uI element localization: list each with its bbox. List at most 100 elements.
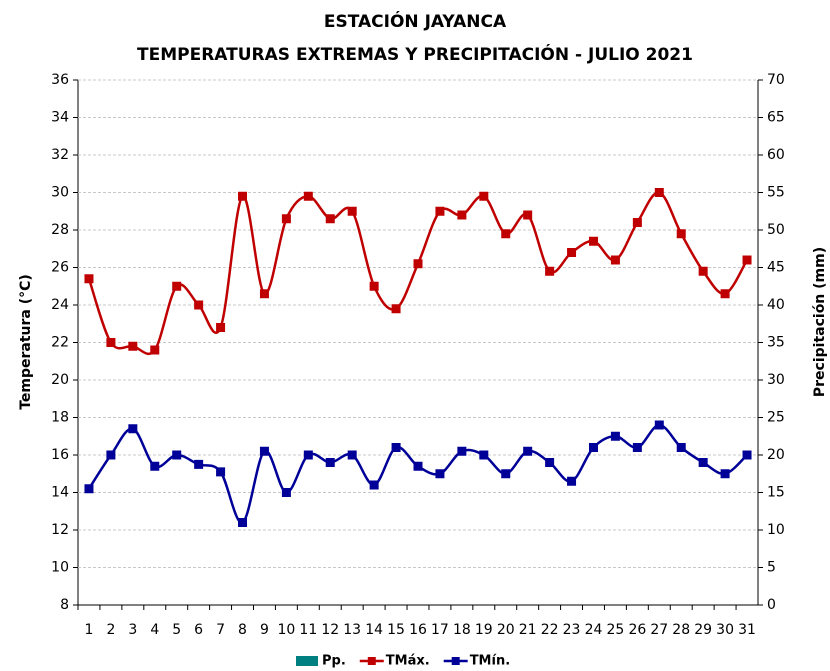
marker <box>259 289 269 299</box>
x-tick-label: 12 <box>321 622 339 638</box>
y-tick-label: 36 <box>51 72 69 88</box>
marker <box>150 345 160 355</box>
x-tick-label: 15 <box>387 622 405 638</box>
y-tick-label: 16 <box>51 447 69 463</box>
marker <box>654 188 664 197</box>
y-tick-label: 26 <box>51 260 69 276</box>
marker <box>106 338 116 347</box>
marker <box>720 289 730 299</box>
marker <box>479 450 489 460</box>
y2-tick-label: 5 <box>767 560 776 576</box>
marker <box>325 214 335 224</box>
marker <box>369 281 379 291</box>
y2-tick-label: 35 <box>767 335 785 351</box>
marker <box>588 236 598 246</box>
marker <box>128 424 138 434</box>
y2-tick-label: 10 <box>767 522 785 538</box>
marker <box>676 443 686 452</box>
marker <box>742 450 752 460</box>
series-line <box>87 191 749 356</box>
x-tick-label: 13 <box>343 622 361 638</box>
marker <box>501 469 511 479</box>
marker <box>281 488 291 497</box>
marker <box>216 467 226 477</box>
marker <box>632 218 642 227</box>
marker <box>610 431 620 441</box>
legend-label: TMáx. <box>386 654 430 669</box>
x-tick-label: 29 <box>694 622 712 638</box>
x-tick-label: 24 <box>585 622 603 638</box>
marker <box>369 480 379 490</box>
x-tick-label: 27 <box>650 622 668 638</box>
x-tick-label: 8 <box>238 622 247 638</box>
x-tick-label: 20 <box>497 622 515 638</box>
marker <box>523 210 533 220</box>
marker <box>194 459 204 469</box>
marker <box>632 443 642 452</box>
marker <box>545 266 555 276</box>
series-line <box>87 423 748 524</box>
marker <box>742 255 752 265</box>
y-tick-label: 18 <box>51 410 69 426</box>
marker <box>588 443 598 452</box>
x-tick-label: 3 <box>128 622 137 638</box>
marker <box>194 300 204 310</box>
marker <box>84 274 94 284</box>
marker <box>84 484 94 494</box>
y2-tick-label: 60 <box>767 147 785 163</box>
marker <box>610 255 620 265</box>
marker <box>457 210 467 220</box>
marker <box>216 323 226 332</box>
y-tick-label: 34 <box>51 110 69 126</box>
marker <box>545 458 555 467</box>
x-tick-label: 21 <box>519 622 537 638</box>
marker <box>172 450 182 460</box>
y2-tick-label: 55 <box>767 185 785 201</box>
x-tick-label: 31 <box>738 622 756 638</box>
y-tick-label: 24 <box>51 297 69 313</box>
y2-tick-label: 0 <box>767 597 776 613</box>
y-tick-label: 10 <box>51 560 69 576</box>
legend-label: TMín. <box>470 654 510 669</box>
marker <box>457 446 467 456</box>
marker <box>128 341 138 351</box>
y2-tick-label: 20 <box>767 447 785 463</box>
y2-tick-label: 30 <box>767 372 785 388</box>
y-tick-label: 14 <box>51 485 69 501</box>
marker <box>676 229 686 239</box>
x-tick-label: 16 <box>409 622 427 638</box>
x-tick-label: 4 <box>150 622 159 638</box>
legend-marker <box>451 657 460 665</box>
marker <box>479 191 489 201</box>
marker <box>698 266 708 276</box>
marker <box>654 420 664 430</box>
x-tick-label: 11 <box>299 622 317 638</box>
marker <box>720 469 730 479</box>
marker <box>567 476 577 486</box>
y-tick-label: 32 <box>51 147 69 163</box>
legend-label: Pp. <box>322 654 346 669</box>
marker <box>501 229 511 239</box>
marker <box>435 469 445 479</box>
legend-marker <box>367 657 376 665</box>
x-tick-label: 18 <box>453 622 471 638</box>
chart-title: ESTACIÓN JAYANCA <box>324 10 507 32</box>
y-tick-label: 22 <box>51 335 69 351</box>
y2-tick-label: 15 <box>767 485 785 501</box>
y2-axis-label: Precipitación (mm) <box>812 247 828 397</box>
x-tick-label: 26 <box>628 622 646 638</box>
y2-tick-label: 25 <box>767 410 785 426</box>
marker <box>325 458 335 467</box>
x-tick-label: 22 <box>541 622 559 638</box>
x-tick-label: 25 <box>607 622 625 638</box>
x-tick-label: 14 <box>365 622 383 638</box>
marker <box>106 450 116 460</box>
y2-tick-label: 70 <box>767 72 785 88</box>
marker <box>413 461 423 471</box>
y-tick-label: 20 <box>51 372 69 388</box>
x-tick-label: 10 <box>277 622 295 638</box>
marker <box>391 443 401 452</box>
marker <box>259 446 269 456</box>
marker <box>567 248 577 257</box>
